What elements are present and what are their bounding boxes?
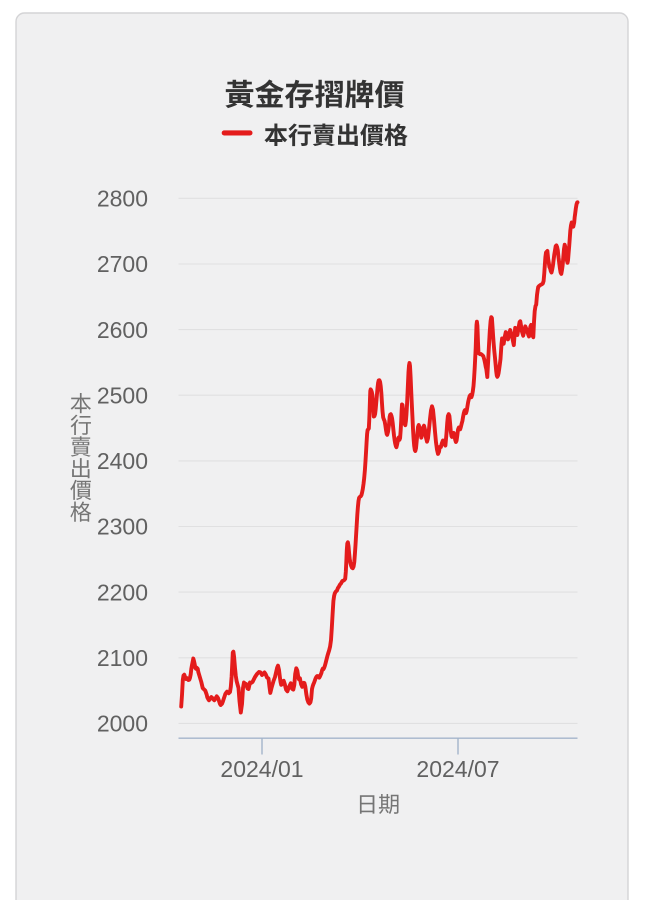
svg-text:2700: 2700 [97,251,148,277]
svg-text:2024/01: 2024/01 [220,756,303,782]
svg-text:2100: 2100 [97,645,148,671]
svg-text:2024/07: 2024/07 [416,756,499,782]
svg-text:2500: 2500 [97,382,148,408]
svg-text:2000: 2000 [97,711,148,737]
svg-text:2800: 2800 [97,186,148,212]
svg-text:2600: 2600 [97,317,148,343]
svg-text:2400: 2400 [97,448,148,474]
svg-text:2200: 2200 [97,579,148,605]
svg-text:2300: 2300 [97,514,148,540]
